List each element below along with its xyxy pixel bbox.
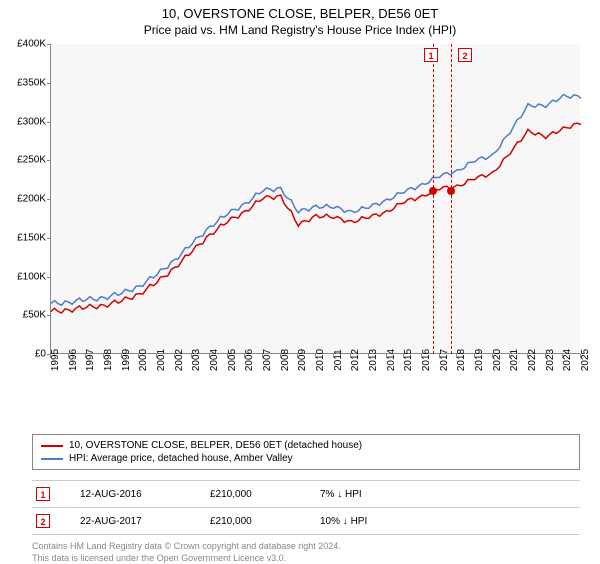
legend-label: HPI: Average price, detached house, Ambe…	[69, 453, 293, 464]
x-tick-label: 1996	[68, 349, 79, 371]
x-tick-label: 2009	[297, 349, 308, 371]
x-tick-label: 2002	[174, 349, 185, 371]
y-tick-label: £300K	[17, 116, 46, 127]
y-tick-label: £350K	[17, 77, 46, 88]
tx-price: £210,000	[210, 516, 290, 527]
x-tick-label: 2014	[386, 349, 397, 371]
event-dot	[429, 187, 437, 195]
y-axis: £0£50K£100K£150K£200K£250K£300K£350K£400…	[0, 44, 48, 354]
tx-date: 12-AUG-2016	[80, 489, 180, 500]
x-tick-label: 2005	[227, 349, 238, 371]
footnote: Contains HM Land Registry data © Crown c…	[32, 541, 580, 564]
transaction-table: 1 12-AUG-2016 £210,000 7% ↓ HPI 2 22-AUG-2017…	[32, 480, 580, 535]
x-tick-label: 2004	[209, 349, 220, 371]
legend: 10, OVERSTONE CLOSE, BELPER, DE56 0ET (d…	[32, 434, 580, 470]
x-tick-label: 2022	[527, 349, 538, 371]
y-tick-label: £200K	[17, 194, 46, 205]
chart-title: 10, OVERSTONE CLOSE, BELPER, DE56 0ET	[0, 6, 600, 21]
x-tick-label: 2017	[439, 349, 450, 371]
x-tick-label: 2003	[191, 349, 202, 371]
x-tick-label: 1997	[85, 349, 96, 371]
x-tick-label: 2012	[350, 349, 361, 371]
title-block: 10, OVERSTONE CLOSE, BELPER, DE56 0ET Pr…	[0, 0, 600, 37]
x-tick-label: 2006	[244, 349, 255, 371]
table-row: 2 22-AUG-2017 £210,000 10% ↓ HPI	[32, 508, 580, 535]
legend-swatch	[41, 458, 63, 460]
legend-swatch	[41, 445, 63, 447]
tx-badge: 1	[36, 487, 50, 501]
x-tick-label: 2015	[403, 349, 414, 371]
x-tick-label: 2011	[333, 349, 344, 371]
x-axis: 1995199619971998199920002001200220032004…	[50, 354, 580, 394]
x-tick-label: 2021	[509, 349, 520, 371]
event-badge: 1	[424, 48, 438, 62]
x-tick-label: 2000	[138, 349, 149, 371]
x-tick-label: 1995	[50, 349, 61, 371]
x-tick-label: 1999	[121, 349, 132, 371]
chart-area: £0£50K£100K£150K£200K£250K£300K£350K£400…	[0, 44, 600, 394]
x-tick-label: 2007	[262, 349, 273, 371]
x-tick-label: 2020	[492, 349, 503, 371]
footnote-line: This data is licensed under the Open Gov…	[32, 553, 580, 564]
footnote-line: Contains HM Land Registry data © Crown c…	[32, 541, 580, 553]
y-tick-label: £150K	[17, 232, 46, 243]
chart-subtitle: Price paid vs. HM Land Registry's House …	[0, 23, 600, 37]
legend-label: 10, OVERSTONE CLOSE, BELPER, DE56 0ET (d…	[69, 440, 362, 451]
event-dot	[447, 187, 455, 195]
tx-price: £210,000	[210, 489, 290, 500]
legend-item: 10, OVERSTONE CLOSE, BELPER, DE56 0ET (d…	[41, 439, 571, 452]
event-line	[451, 44, 452, 354]
y-tick-label: £0	[35, 349, 46, 360]
y-tick-label: £100K	[17, 271, 46, 282]
x-tick-label: 2019	[474, 349, 485, 371]
bottom-panel: 10, OVERSTONE CLOSE, BELPER, DE56 0ET (d…	[32, 434, 580, 564]
series-hpi	[51, 94, 581, 305]
line-layer	[51, 44, 581, 354]
x-tick-label: 2025	[580, 349, 591, 371]
x-tick-label: 2018	[456, 349, 467, 371]
tx-badge: 2	[36, 514, 50, 528]
x-tick-label: 2016	[421, 349, 432, 371]
table-row: 1 12-AUG-2016 £210,000 7% ↓ HPI	[32, 481, 580, 508]
tx-diff: 10% ↓ HPI	[320, 516, 420, 527]
x-tick-label: 1998	[103, 349, 114, 371]
tx-diff: 7% ↓ HPI	[320, 489, 420, 500]
x-tick-label: 2010	[315, 349, 326, 371]
event-line	[433, 44, 434, 354]
y-tick-label: £50K	[23, 310, 46, 321]
legend-item: HPI: Average price, detached house, Ambe…	[41, 452, 571, 465]
x-tick-label: 2023	[545, 349, 556, 371]
x-tick-label: 2001	[156, 349, 167, 371]
y-tick-label: £250K	[17, 155, 46, 166]
chart-container: 10, OVERSTONE CLOSE, BELPER, DE56 0ET Pr…	[0, 0, 600, 560]
event-badge: 2	[458, 48, 472, 62]
series-price_paid	[51, 123, 581, 313]
x-tick-label: 2024	[562, 349, 573, 371]
tx-date: 22-AUG-2017	[80, 516, 180, 527]
plot-area: 12	[50, 44, 580, 354]
x-tick-label: 2008	[280, 349, 291, 371]
x-tick-label: 2013	[368, 349, 379, 371]
y-tick-label: £400K	[17, 39, 46, 50]
